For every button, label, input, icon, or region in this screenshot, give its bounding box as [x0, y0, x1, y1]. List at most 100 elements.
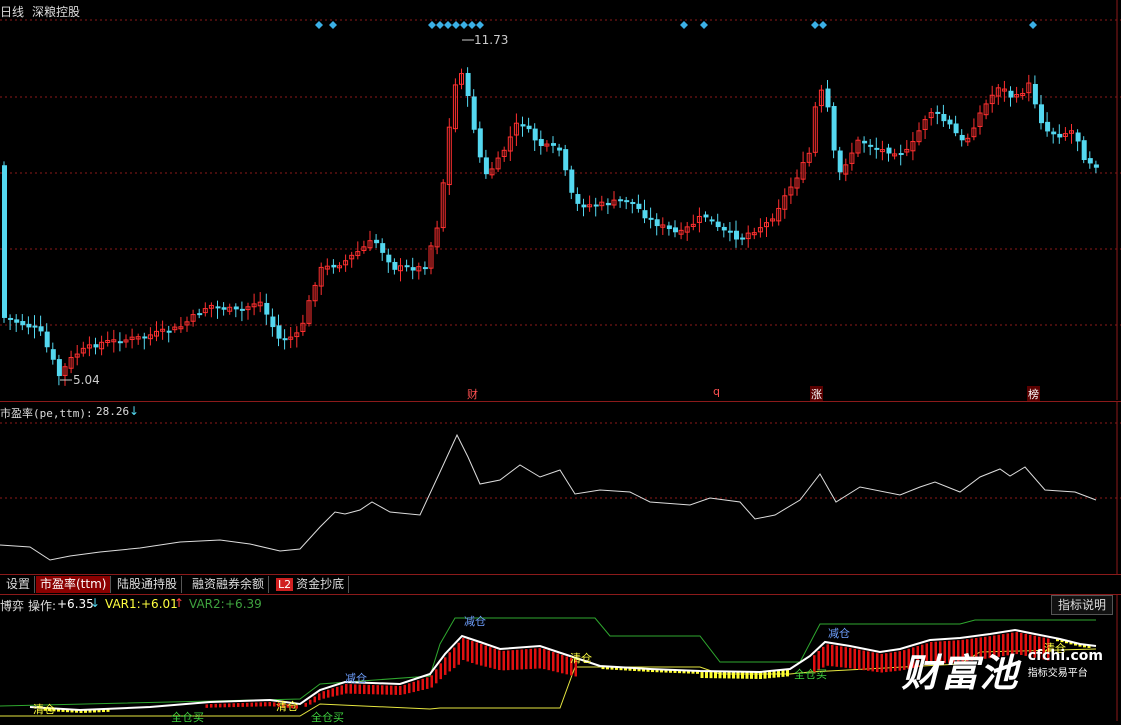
candle-body-down: [117, 341, 123, 344]
var2-value: +6.39: [225, 597, 262, 611]
tab-fund-bottom[interactable]: L2 资金抄底: [272, 576, 350, 593]
histogram-bar-yellow: [763, 671, 767, 679]
histogram-bar-red: [435, 669, 438, 684]
annotation-reduce: 减仓: [828, 627, 850, 640]
histogram-bar-red: [223, 703, 226, 708]
tab-settings[interactable]: 设置: [2, 576, 36, 593]
candlestick-chart[interactable]: [0, 0, 1121, 400]
histogram-bar-red: [1020, 633, 1023, 655]
annotation-reduce: 减仓: [345, 672, 367, 685]
candle-body-down: [374, 239, 380, 244]
histogram-bar-red: [232, 703, 235, 708]
histogram-bar-red: [219, 703, 222, 708]
histogram-bar-red: [966, 639, 969, 662]
histogram-bar-red: [358, 684, 361, 694]
histogram-bar-red: [304, 702, 307, 707]
candle-body-down: [862, 140, 868, 144]
pe-arrow-down-icon: ↓: [129, 404, 140, 418]
tab-pe-ttm[interactable]: 市盈率(ttm): [36, 576, 112, 593]
candle-body-down: [1039, 104, 1044, 124]
histogram-bar-yellow: [66, 709, 69, 713]
tab-northbound-holdings[interactable]: 陆股通持股: [113, 576, 183, 593]
histogram-bar-yellow: [709, 671, 713, 679]
candle-body-down: [276, 325, 282, 339]
candle-body-down: [734, 230, 739, 240]
histogram-bar-red: [813, 655, 816, 674]
low-price-label: 5.04: [73, 373, 100, 387]
candle-body-up: [587, 204, 593, 208]
candle-body-down: [581, 204, 587, 208]
candle-body-up: [599, 201, 605, 207]
pe-ratio-panel[interactable]: 市盈率(pe,ttm): 28.26 ↓: [0, 401, 1121, 574]
histogram-bar-red: [394, 685, 397, 695]
histogram-bar-red: [993, 635, 996, 658]
event-marker-zhang[interactable]: 涨: [810, 386, 823, 402]
watermark-brand: 财富池: [901, 651, 1019, 695]
op-label: 操作:: [28, 599, 57, 613]
candle-body-down: [709, 219, 715, 222]
var1-value: +6.01: [141, 597, 178, 611]
histogram-bar-red: [408, 683, 411, 694]
candle-body-down: [239, 308, 245, 311]
candle-body-up: [1069, 130, 1074, 134]
candle-body-down: [233, 306, 239, 310]
candle-body-down: [624, 200, 630, 203]
var1-arrow-up-icon: ↑: [174, 596, 185, 610]
histogram-bar-red: [1006, 633, 1009, 656]
histogram-bar-red: [934, 641, 937, 664]
histogram-bar-yellow: [1087, 644, 1091, 648]
candle-body-up: [147, 334, 153, 340]
event-marker-cai[interactable]: 财: [467, 388, 478, 401]
histogram-bar-red: [844, 647, 847, 668]
histogram-bar-red: [457, 642, 460, 665]
tab-fund-bottom-label: 资金抄底: [296, 577, 345, 591]
histogram-bar-yellow: [43, 707, 47, 711]
event-marker-bang[interactable]: 榜: [1027, 386, 1040, 402]
histogram-bar-red: [894, 651, 897, 672]
candle-body-down: [868, 144, 874, 147]
candle-body-down: [654, 219, 660, 227]
indicator-help-button[interactable]: 指标说明: [1050, 595, 1113, 615]
histogram-bar-yellow: [1074, 642, 1077, 646]
annotation-clear: 清仓: [570, 652, 592, 665]
histogram-bar-red: [345, 684, 348, 694]
event-marker-q[interactable]: q: [713, 385, 720, 398]
l2-badge: L2: [276, 578, 294, 591]
indicator-chart[interactable]: [0, 594, 1121, 721]
histogram-bar-red: [462, 638, 465, 660]
op-value: +6.35: [57, 597, 94, 611]
candle-body-up: [312, 284, 318, 302]
histogram-bar-red: [961, 639, 964, 662]
candle-body-down: [264, 302, 270, 315]
period-label: 日线: [0, 5, 25, 19]
candle-body-down: [831, 106, 837, 151]
candle-body-up: [361, 246, 367, 252]
tab-margin-balance[interactable]: 融资融券余额: [188, 576, 270, 593]
candle-body-up: [983, 103, 989, 116]
histogram-bar-yellow: [768, 671, 771, 679]
histogram-bar-red: [835, 645, 838, 667]
histogram-bar-yellow: [70, 709, 74, 713]
candle-body-down: [825, 88, 831, 108]
candle-body-up: [806, 152, 812, 163]
histogram-bar-red: [979, 637, 982, 660]
histogram-bar-red: [448, 652, 451, 672]
histogram-bar-red: [898, 651, 901, 671]
histogram-bar-yellow: [106, 708, 110, 712]
histogram-bar-red: [943, 641, 946, 664]
pe-ratio-chart[interactable]: [0, 402, 1121, 574]
histogram-bar-yellow: [93, 709, 96, 713]
candle-body-up: [251, 303, 257, 308]
histogram-bar-yellow: [678, 670, 681, 674]
candle-body-down: [56, 359, 62, 377]
candlestick-panel[interactable]: 日线 深粮控股 11.73 5.04 财 q 涨 榜: [0, 0, 1121, 402]
candle-body-down: [673, 227, 678, 233]
histogram-bar-red: [430, 675, 433, 688]
histogram-bar-red: [268, 702, 271, 707]
indicator-panel[interactable]: 博弈 操作: +6.35 ↓ VAR1: +6.01 ↑ VAR2: +6.39…: [0, 594, 1121, 724]
watermark-slogan: 指标交易平台: [1027, 668, 1088, 679]
candle-body-down: [380, 243, 386, 253]
histogram-bar-red: [970, 638, 973, 661]
histogram-bar-yellow: [48, 708, 51, 712]
candle-body-up: [123, 339, 129, 343]
